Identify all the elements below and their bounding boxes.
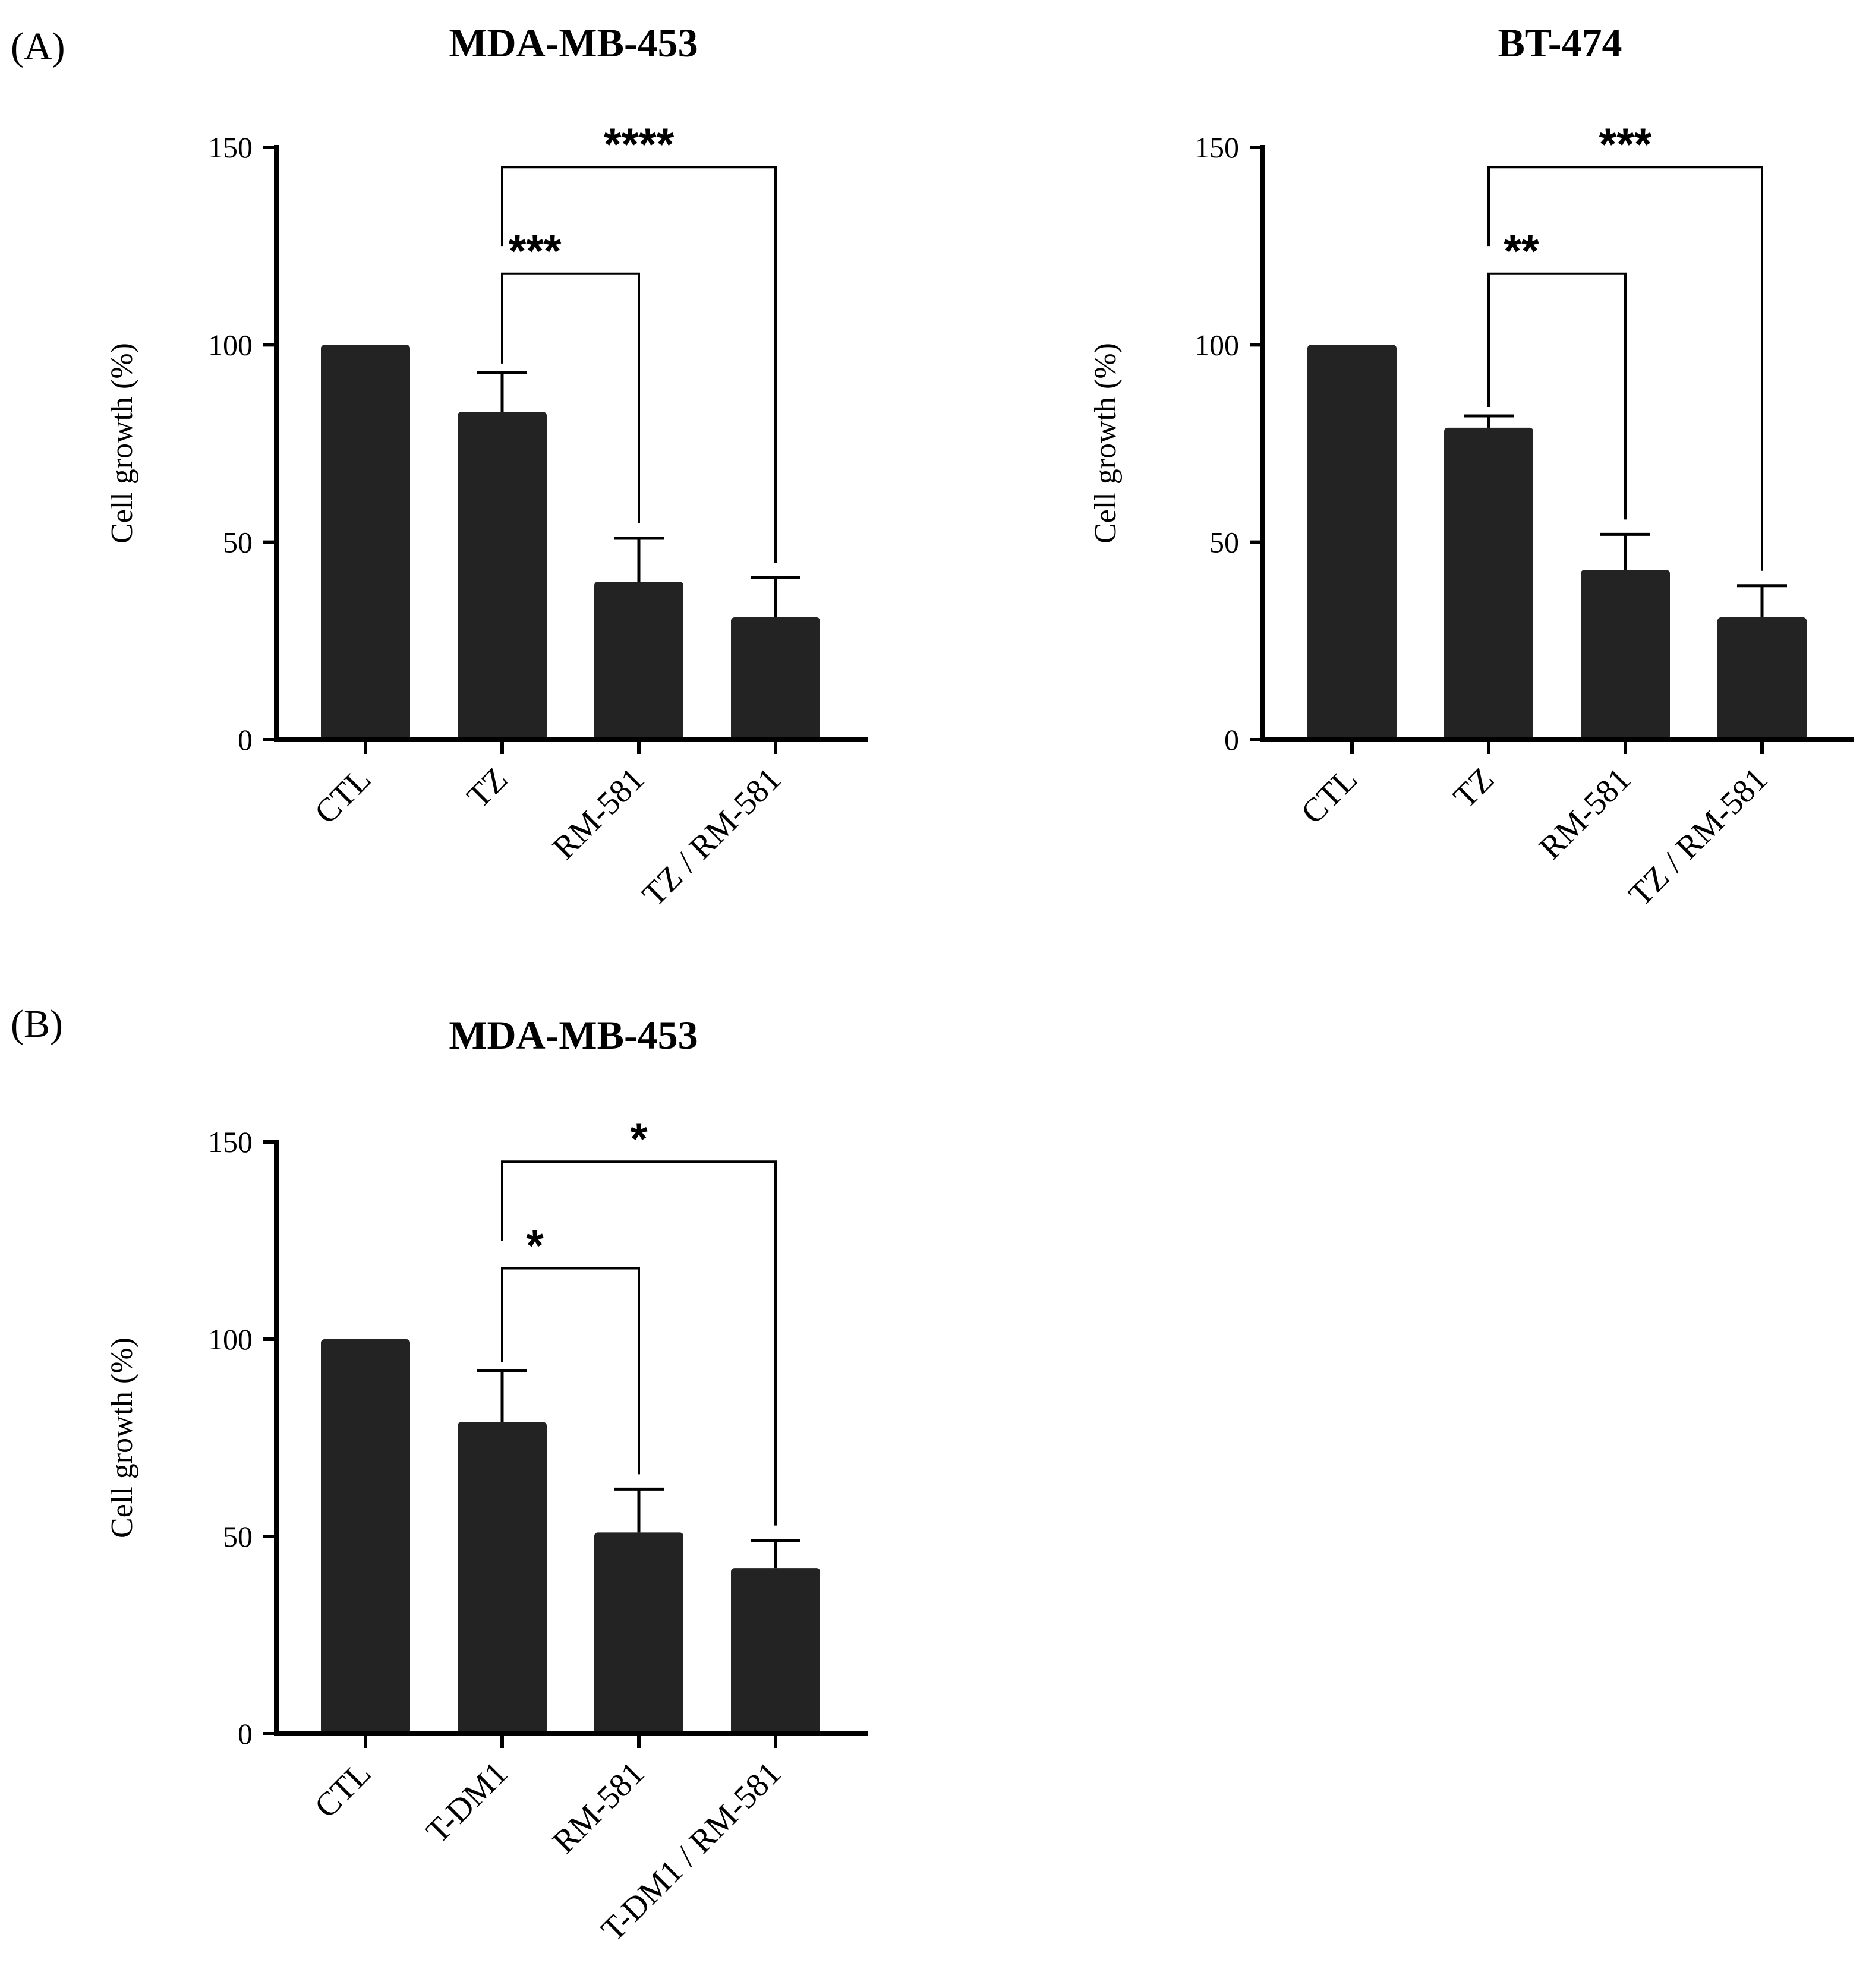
y-tick-label: 50 xyxy=(223,1520,253,1553)
x-category-label: TZ xyxy=(460,761,515,815)
y-tick-label: 100 xyxy=(208,1323,253,1356)
x-category-label: TZ xyxy=(1446,761,1501,815)
y-tick-label: 150 xyxy=(1194,131,1239,164)
bar-tz xyxy=(1444,427,1533,740)
bar-t-dm1 xyxy=(458,1422,547,1734)
x-category-label: TZ / RM-581 xyxy=(635,761,788,913)
significance-bracket xyxy=(501,166,777,563)
bar-rm-581 xyxy=(1581,570,1670,740)
y-tick-label: 100 xyxy=(208,328,253,361)
y-axis-title: Cell growth (%) xyxy=(1089,343,1123,544)
x-category-label: CTL xyxy=(308,761,379,831)
chart-bt-474-tz: BT-474 Cell growth (%) 0 50 100 150 CTL TZ RM-58… xyxy=(1089,20,1854,914)
significance-bracket xyxy=(501,1160,777,1526)
bar-tz xyxy=(458,412,547,740)
x-category-label: CTL xyxy=(308,1755,379,1825)
bar-tz-rm-581 xyxy=(731,617,820,740)
panel-label-a: (A) xyxy=(11,25,65,68)
significance-bracket xyxy=(1487,272,1627,520)
significance-label: **** xyxy=(604,119,675,170)
x-category-label: CTL xyxy=(1294,761,1365,831)
x-category-label: RM-581 xyxy=(546,761,651,866)
bar-ctl xyxy=(321,1339,410,1734)
significance-bracket xyxy=(1487,166,1763,571)
x-category-label: RM-581 xyxy=(546,1755,651,1860)
chart-title: BT-474 xyxy=(1498,20,1622,65)
y-tick-label: 0 xyxy=(238,723,253,756)
significance-label: *** xyxy=(1599,119,1652,170)
x-category-label: TZ / RM-581 xyxy=(1622,761,1775,913)
chart-title: MDA-MB-453 xyxy=(449,20,698,65)
bar-rm-581 xyxy=(594,582,683,740)
chart-title: MDA-MB-453 xyxy=(449,1012,698,1058)
significance-label: ** xyxy=(1504,226,1539,277)
significance-label: *** xyxy=(509,226,562,277)
y-tick-label: 150 xyxy=(208,131,253,164)
significance-bracket xyxy=(501,272,640,524)
y-tick-label: 0 xyxy=(238,1717,253,1750)
y-tick-label: 150 xyxy=(208,1125,253,1159)
chart-mda-mb-453-tz: MDA-MB-453 Cell growth (%) 0 50 100 150 CTL TZ R… xyxy=(105,20,868,914)
bar-tz-rm-581 xyxy=(1717,617,1807,740)
significance-label: * xyxy=(526,1220,544,1271)
panel-label-b: (B) xyxy=(11,1002,63,1046)
bar-rm-581 xyxy=(594,1532,683,1734)
x-category-label: T-DM1 xyxy=(419,1755,515,1850)
significance-bracket xyxy=(501,1267,640,1475)
bar-t-dm1-rm-581 xyxy=(731,1568,820,1734)
y-axis-title: Cell growth (%) xyxy=(105,1337,139,1538)
y-tick-label: 50 xyxy=(1209,526,1239,559)
y-axis-title: Cell growth (%) xyxy=(105,343,139,544)
significance-label: * xyxy=(630,1114,648,1165)
chart-mda-mb-453-tdm1: MDA-MB-453 Cell growth (%) 0 50 100 150 CTL T-D… xyxy=(105,1012,868,1949)
y-tick-label: 100 xyxy=(1194,328,1239,361)
y-tick-label: 0 xyxy=(1224,723,1239,756)
x-category-label: RM-581 xyxy=(1532,761,1638,866)
bar-ctl xyxy=(1307,345,1397,740)
y-tick-label: 50 xyxy=(223,526,253,559)
bar-ctl xyxy=(321,345,410,740)
